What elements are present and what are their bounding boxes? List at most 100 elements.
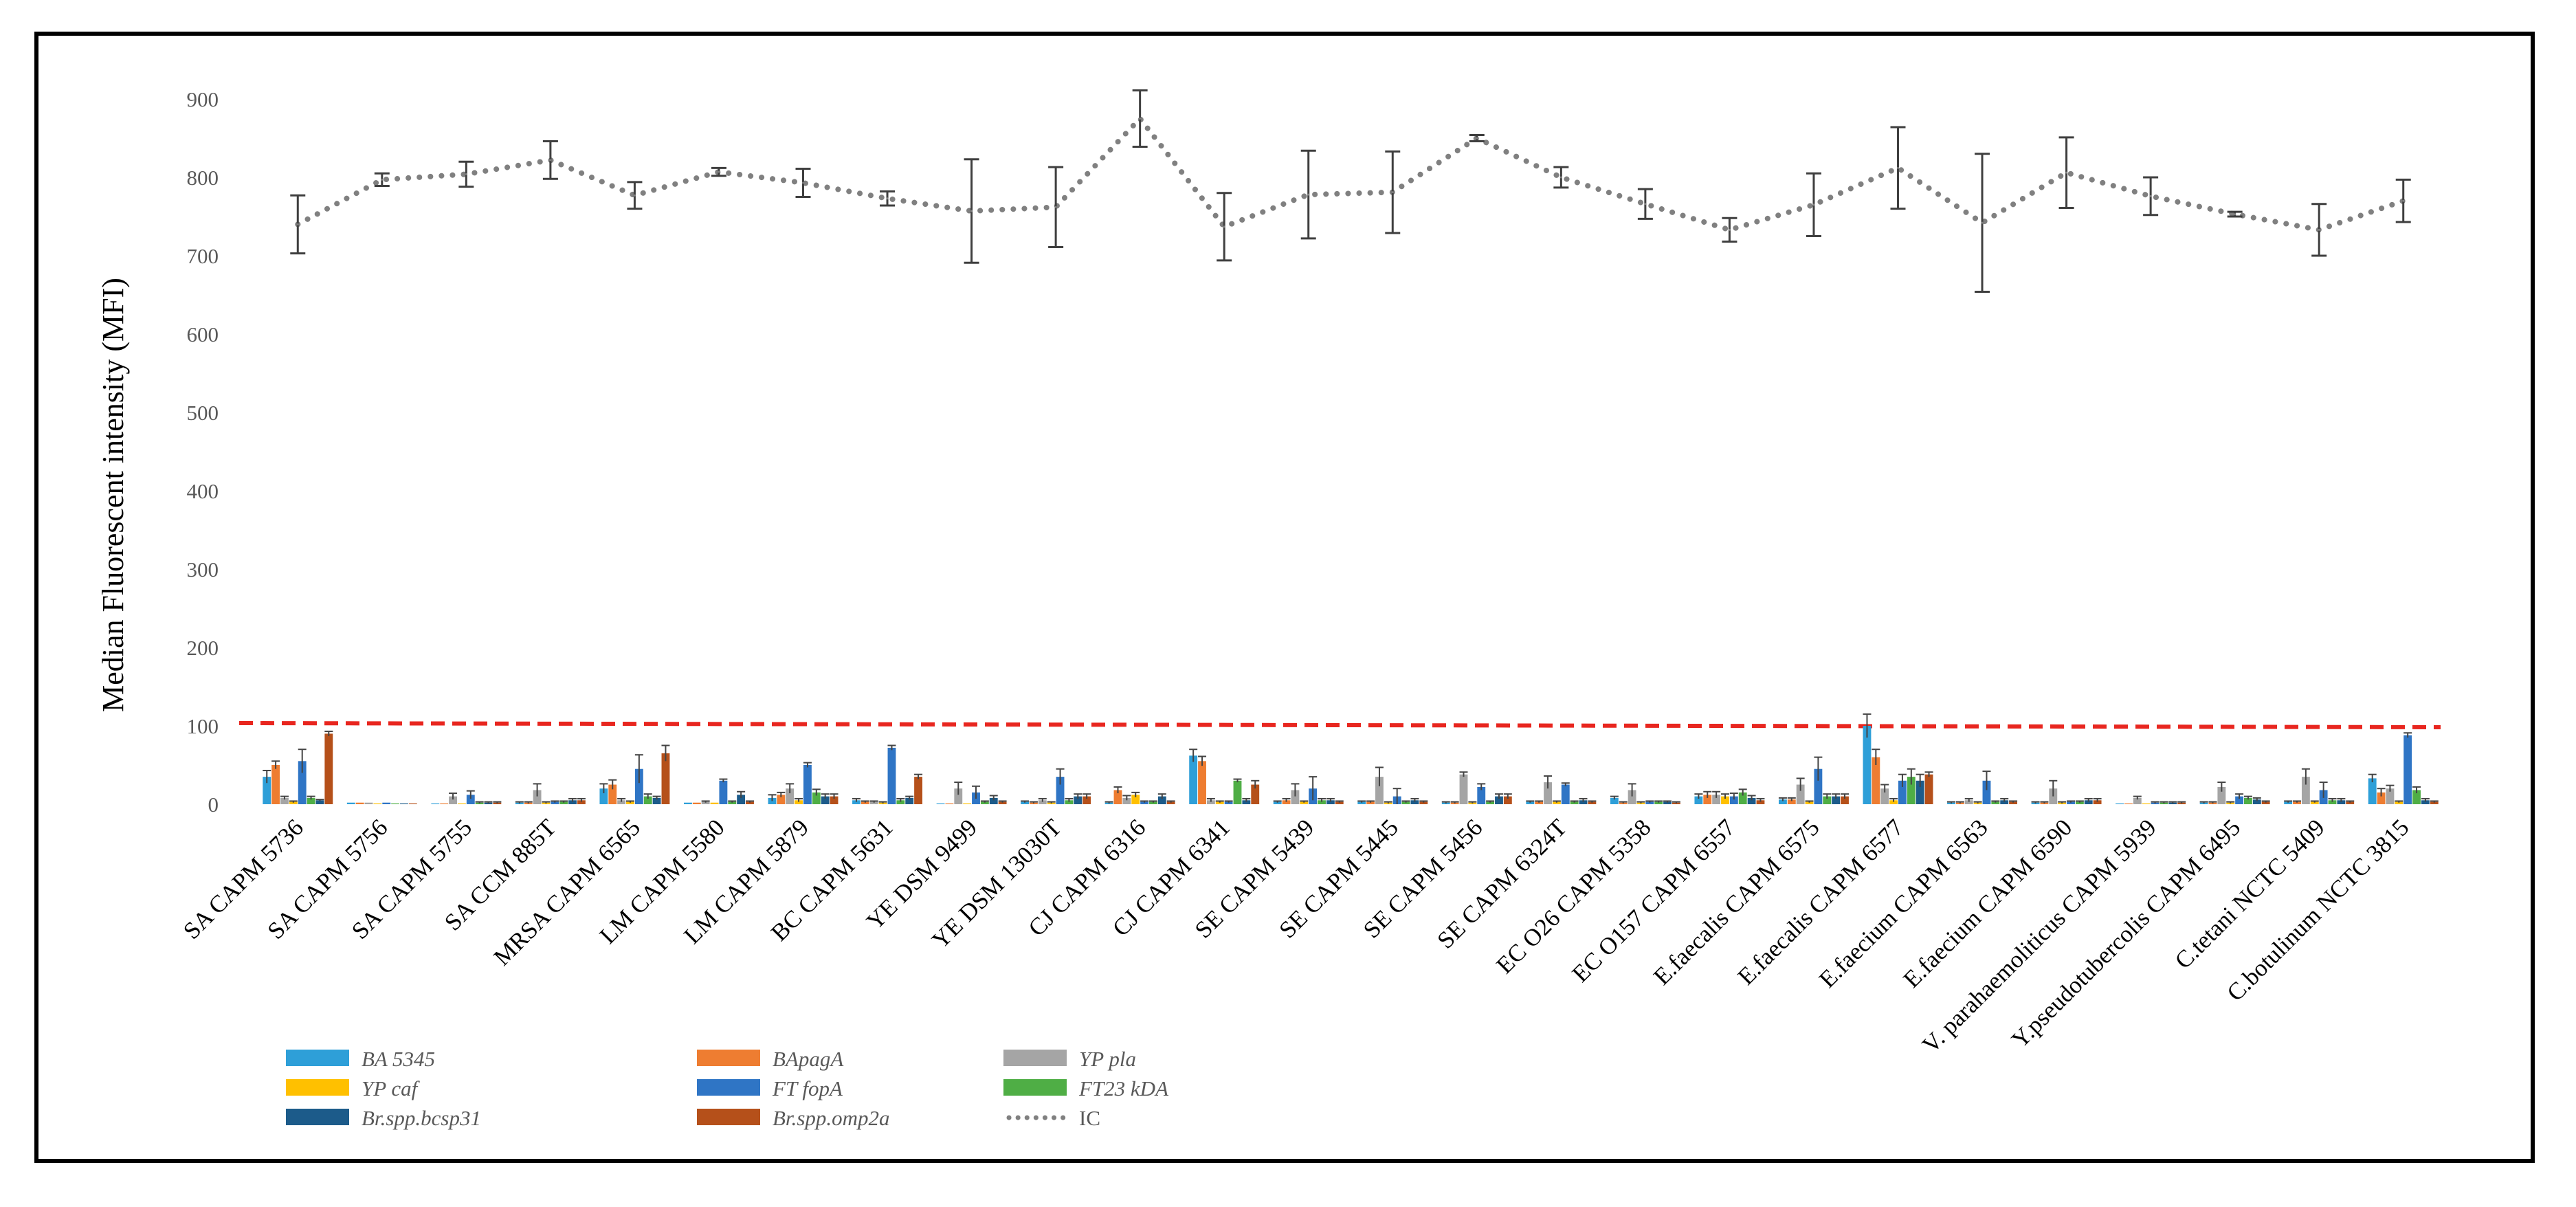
bar-ft23-kda [2328, 800, 2337, 804]
bar-yp-pla [1544, 782, 1552, 804]
bar-yp-pla [617, 800, 626, 804]
bar-ba-5345 [1610, 797, 1619, 804]
bar-ba-5345 [1273, 801, 1282, 804]
ic-point [1897, 166, 1899, 169]
bar-br-spp-bcsp31 [821, 796, 830, 804]
bar-yp-caf [1805, 801, 1814, 804]
bar-br-spp-bcsp31 [2337, 800, 2346, 804]
ic-point [1644, 203, 1647, 206]
bar-ft23-kda [643, 796, 652, 804]
bar-br-spp-omp2a [1588, 801, 1597, 804]
ic-line-layer [290, 89, 2411, 293]
bar-br-spp-omp2a [1924, 774, 1933, 804]
bar-ft23-kda [812, 792, 821, 804]
bar-yp-pla [1628, 790, 1636, 804]
bar-ft23-kda [1823, 796, 1832, 804]
bar-bapaga [1872, 757, 1880, 804]
bar-yp-caf [2310, 801, 2319, 804]
bar-bapaga [692, 802, 701, 804]
bar-ft-fopa [1561, 784, 1570, 804]
legend-swatch-br-spp-bcsp31 [286, 1109, 349, 1125]
bar-ft23-kda [1486, 801, 1495, 804]
category-label: E.faecium CAPM 6563 [1814, 814, 1993, 993]
bar-ft23-kda [559, 801, 568, 804]
bar-ft23-kda [2412, 790, 2421, 804]
bar-ft23-kda [1401, 801, 1410, 804]
threshold-layer [238, 721, 2441, 729]
ic-point [2149, 195, 2152, 197]
bar-br-spp-omp2a [1503, 796, 1512, 804]
bar-bapaga [1535, 801, 1544, 804]
bar-yp-pla [701, 801, 710, 804]
ic-point [1139, 118, 1142, 120]
bar-ba-5345 [2368, 778, 2377, 804]
legend-label: YP caf [362, 1076, 421, 1100]
ic-point [1812, 203, 1815, 206]
y-tick-label: 400 [187, 479, 219, 503]
bar-yp-pla [2217, 786, 2226, 804]
bar-br-spp-bcsp31 [1157, 796, 1166, 804]
ic-point [633, 194, 636, 197]
ic-point [381, 178, 384, 181]
bar-br-spp-omp2a [746, 801, 754, 804]
bar-ft23-kda [1233, 780, 1242, 804]
bar-ft-fopa [1140, 801, 1149, 804]
bar-ft-fopa [1814, 768, 1823, 804]
category-label: E.faecalis CAPM 6575 [1648, 814, 1824, 990]
bar-yp-caf [1889, 800, 1898, 804]
legend-swatch-ft23-kda [1003, 1079, 1067, 1096]
legend-label: BA 5345 [362, 1047, 435, 1071]
y-tick-label: 100 [187, 714, 219, 738]
bar-yp-pla [2386, 788, 2395, 804]
legend-swatch-yp-caf [286, 1079, 349, 1096]
bar-ft-fopa [719, 780, 728, 804]
bar-yp-caf [1552, 801, 1561, 804]
bar-br-spp-omp2a [2009, 801, 2018, 804]
bar-bapaga [860, 801, 869, 804]
bar-ft-fopa [1729, 796, 1738, 804]
bar-yp-caf [1300, 801, 1309, 804]
bar-yp-caf [289, 801, 298, 804]
bar-ft23-kda [307, 797, 315, 804]
bar-ft-fopa [634, 768, 643, 804]
bar-br-spp-bcsp31 [1495, 796, 1503, 804]
legend-label: YP pla [1079, 1047, 1136, 1071]
ic-point [1307, 193, 1310, 196]
bar-ft23-kda [1654, 801, 1663, 804]
bar-br-spp-omp2a [1841, 796, 1849, 804]
ic-point [1559, 176, 1562, 179]
ic-point [886, 197, 889, 200]
y-tick-label: 0 [208, 793, 219, 817]
bar-br-spp-bcsp31 [1663, 801, 1672, 804]
bar-yp-pla [1459, 774, 1468, 804]
bar-bapaga [2377, 792, 2386, 804]
bar-ft-fopa [551, 801, 559, 804]
bar-ba-5345 [852, 800, 860, 804]
bar-br-spp-omp2a [661, 753, 670, 804]
bar-bapaga [271, 765, 280, 804]
bar-yp-caf [710, 802, 719, 804]
bar-br-spp-bcsp31 [989, 797, 998, 804]
bar-ft-fopa [1898, 780, 1907, 804]
legend-swatch-br-spp-omp2a [697, 1109, 760, 1125]
bar-br-spp-omp2a [324, 733, 333, 804]
ic-point [718, 170, 720, 173]
legend-label: FT fopA [772, 1076, 843, 1100]
bar-ft-fopa [466, 795, 475, 804]
bar-ft23-kda [1738, 792, 1747, 804]
legend-swatch-yp-pla [1003, 1050, 1067, 1066]
bar-br-spp-bcsp31 [1074, 796, 1082, 804]
y-axis-title: Median Fluorescent intensity (MFI) [96, 278, 130, 712]
bar-br-spp-bcsp31 [2000, 800, 2009, 804]
bar-br-spp-omp2a [1166, 801, 1175, 804]
y-tick-label: 600 [187, 322, 219, 346]
bar-yp-pla [1880, 788, 1889, 804]
bar-yp-pla [1038, 800, 1047, 804]
bar-br-spp-bcsp31 [1326, 800, 1335, 804]
y-tick-label: 200 [187, 636, 219, 660]
bar-ft-fopa [2067, 801, 2075, 804]
bar-ft23-kda [1318, 800, 1326, 804]
bar-br-spp-bcsp31 [1832, 796, 1841, 804]
bar-br-spp-bcsp31 [2084, 800, 2093, 804]
